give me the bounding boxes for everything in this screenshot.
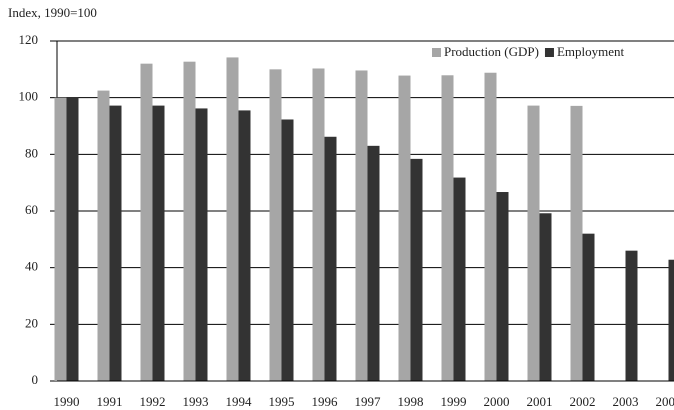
bar	[226, 57, 239, 381]
bar	[238, 110, 251, 382]
y-tick-label: 40	[25, 259, 38, 274]
bar	[140, 63, 153, 382]
y-tick-label: 100	[19, 89, 39, 104]
x-tick-label: 1991	[97, 394, 123, 409]
x-tick-label: 1996	[312, 394, 339, 409]
legend-label: Employment	[557, 44, 625, 59]
bar	[195, 108, 208, 381]
bar	[410, 158, 423, 381]
x-tick-label: 2002	[570, 394, 596, 409]
x-tick-label: 1992	[140, 394, 166, 409]
bar	[398, 75, 411, 382]
x-tick-label: 1990	[54, 394, 80, 409]
y-tick-label: 60	[25, 202, 38, 217]
x-tick-label: 1999	[441, 394, 467, 409]
bar	[539, 213, 552, 381]
bar	[183, 61, 196, 381]
bar	[109, 105, 122, 381]
x-tick-label: 2004	[656, 394, 674, 409]
bar	[97, 90, 110, 381]
bar	[668, 259, 674, 381]
bar	[625, 250, 638, 381]
bar	[453, 177, 466, 381]
x-tick-label: 1994	[226, 394, 253, 409]
bar	[441, 75, 454, 382]
x-tick-label: 1998	[398, 394, 424, 409]
bar	[484, 72, 497, 381]
bar	[496, 192, 509, 381]
bar	[66, 97, 79, 382]
bar	[312, 68, 325, 381]
bar	[582, 233, 595, 381]
x-tick-label: 2000	[484, 394, 510, 409]
bar	[527, 105, 540, 381]
x-tick-label: 1997	[355, 394, 382, 409]
x-tick-label: 1995	[269, 394, 295, 409]
y-tick-label: 80	[25, 145, 38, 160]
bar	[570, 105, 583, 381]
bar	[152, 105, 165, 381]
x-tick-label: 1993	[183, 394, 209, 409]
bar	[281, 119, 294, 381]
x-tick-label: 2001	[527, 394, 553, 409]
bar	[367, 145, 380, 381]
legend-label: Production (GDP)	[444, 44, 539, 59]
bar	[324, 136, 337, 381]
bar	[355, 70, 368, 381]
x-tick-label: 2003	[613, 394, 639, 409]
legend-swatch	[544, 48, 554, 57]
bar	[54, 97, 67, 382]
y-tick-label: 20	[25, 315, 38, 330]
legend-swatch	[432, 48, 441, 57]
y-tick-label: 120	[19, 32, 39, 47]
y-tick-label: 0	[32, 372, 39, 387]
chart-title: Index, 1990=100	[8, 5, 97, 20]
bar	[269, 69, 282, 381]
